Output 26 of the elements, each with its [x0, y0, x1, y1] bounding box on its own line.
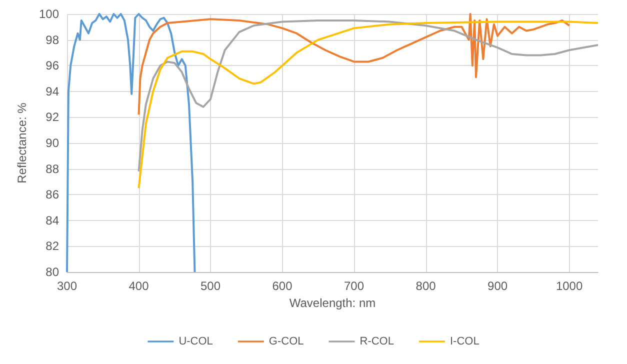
x-tick-label: 300	[56, 279, 78, 293]
y-tick-label: 82	[46, 239, 60, 254]
legend-label: U-COL	[178, 336, 213, 348]
x-tick-label: 1000	[556, 279, 583, 293]
x-tick-label: 600	[272, 279, 293, 293]
legend-label: I-COL	[450, 336, 480, 348]
y-tick-label: 84	[46, 213, 60, 228]
y-tick-label: 94	[46, 84, 60, 98]
y-tick-label: 88	[46, 162, 60, 176]
y-tick-label: 90	[46, 136, 60, 150]
x-tick-label: 900	[488, 279, 508, 293]
x-tick-label: 700	[344, 279, 364, 293]
legend-label: G-COL	[268, 336, 304, 348]
y-tick-label: 100	[38, 7, 60, 21]
y-tick-label: 80	[46, 265, 60, 279]
y-tick-label: 96	[46, 58, 60, 73]
legend-label: R-COL	[360, 336, 394, 348]
x-tick-label: 500	[200, 279, 221, 293]
y-axis-title: Reflectance: %	[15, 102, 30, 184]
x-tick-label: 400	[128, 279, 150, 293]
y-tick-label: 98	[46, 32, 60, 47]
x-axis-title: Wavelength: nm	[289, 296, 376, 310]
y-tick-label: 92	[46, 110, 60, 124]
line-series	[138, 13, 570, 116]
x-tick-label: 800	[416, 279, 436, 293]
y-tick-label: 86	[46, 188, 60, 202]
